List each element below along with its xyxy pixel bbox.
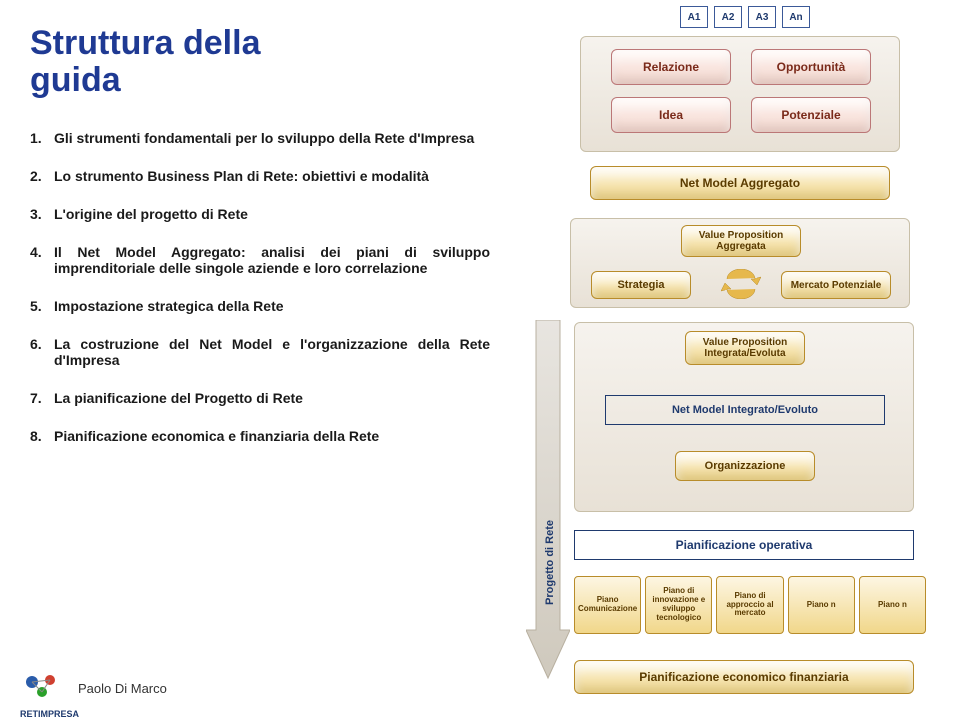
list-num: 7.: [30, 390, 54, 406]
a-row: A1 A2 A3 An: [680, 6, 810, 28]
author-name: Paolo Di Marco: [78, 681, 167, 696]
list-text: La costruzione del Net Model e l'organiz…: [54, 336, 490, 368]
quad-idea: Idea: [611, 97, 731, 133]
piano-row: Piano Comunicazione Piano di innovazione…: [574, 576, 926, 634]
piano-comunicazione: Piano Comunicazione: [574, 576, 641, 634]
list-item: 6.La costruzione del Net Model e l'organ…: [30, 336, 490, 368]
list-item: 8.Pianificazione economica e finanziaria…: [30, 428, 490, 444]
piano-innovazione: Piano di innovazione e sviluppo tecnolog…: [645, 576, 712, 634]
list-text: L'origine del progetto di Rete: [54, 206, 490, 222]
list-item: 3.L'origine del progetto di Rete: [30, 206, 490, 222]
quad-relazione: Relazione: [611, 49, 731, 85]
list-num: 1.: [30, 130, 54, 146]
list-item: 1.Gli strumenti fondamentali per lo svil…: [30, 130, 490, 146]
logo-text: RETIMPRESA: [20, 709, 66, 719]
list-item: 5.Impostazione strategica della Rete: [30, 298, 490, 314]
bar-net-model-integrato: Net Model Integrato/Evoluto: [605, 395, 885, 425]
list-text: Lo strumento Business Plan di Rete: obie…: [54, 168, 490, 184]
guide-list: 1.Gli strumenti fondamentali per lo svil…: [30, 130, 490, 466]
piano-n: Piano n: [788, 576, 855, 634]
list-item: 2.Lo strumento Business Plan di Rete: ob…: [30, 168, 490, 184]
a-box: A2: [714, 6, 742, 28]
title-line2: guida: [30, 62, 260, 99]
bar-strategia: Strategia: [591, 271, 691, 299]
list-text: Il Net Model Aggregato: analisi dei pian…: [54, 244, 490, 276]
piano-n: Piano n: [859, 576, 926, 634]
cycle-arrows-icon: [721, 269, 761, 299]
bar-mercato-potenziale: Mercato Potenziale: [781, 271, 891, 299]
top-block: Relazione Opportunità Idea Potenziale: [580, 36, 900, 152]
a-box: A1: [680, 6, 708, 28]
list-item: 7.La pianificazione del Progetto di Rete: [30, 390, 490, 406]
big-down-arrow-icon: [526, 320, 570, 680]
a-box: An: [782, 6, 810, 28]
quad-opportunita: Opportunità: [751, 49, 871, 85]
bar-pianificazione-economico-finanziaria: Pianificazione economico finanziaria: [574, 660, 914, 694]
list-num: 6.: [30, 336, 54, 368]
list-text: Gli strumenti fondamentali per lo svilup…: [54, 130, 490, 146]
list-text: Pianificazione economica e finanziaria d…: [54, 428, 490, 444]
bar-net-model-aggregato: Net Model Aggregato: [590, 166, 890, 200]
quad-potenziale: Potenziale: [751, 97, 871, 133]
list-num: 5.: [30, 298, 54, 314]
list-text: Impostazione strategica della Rete: [54, 298, 490, 314]
diagram: A1 A2 A3 An Relazione Opportunità Idea P…: [530, 0, 960, 716]
evoluto-block: Value Proposition Integrata/Evoluta Net …: [574, 322, 914, 512]
bar-value-proposition-aggregata: Value Proposition Aggregata: [681, 225, 801, 257]
retimpresa-logo-icon: RETIMPRESA: [20, 672, 66, 704]
mid-block: Value Proposition Aggregata Strategia Me…: [570, 218, 910, 308]
title-line1: Struttura della: [30, 25, 260, 62]
list-item: 4.Il Net Model Aggregato: analisi dei pi…: [30, 244, 490, 276]
list-num: 3.: [30, 206, 54, 222]
a-box: A3: [748, 6, 776, 28]
list-num: 8.: [30, 428, 54, 444]
bar-organizzazione: Organizzazione: [675, 451, 815, 481]
progetto-di-rete-label: Progetto di Rete: [544, 520, 556, 605]
list-num: 4.: [30, 244, 54, 276]
list-num: 2.: [30, 168, 54, 184]
piano-mercato: Piano di approccio al mercato: [716, 576, 783, 634]
footer: RETIMPRESA Paolo Di Marco: [20, 672, 167, 704]
bar-pianificazione-operativa: Pianificazione operativa: [574, 530, 914, 560]
list-text: La pianificazione del Progetto di Rete: [54, 390, 490, 406]
bar-value-proposition-integrata: Value Proposition Integrata/Evoluta: [685, 331, 805, 365]
page-title: Struttura della guida: [30, 25, 260, 100]
